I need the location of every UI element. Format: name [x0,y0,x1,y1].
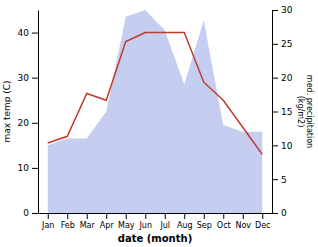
tick: 0 [23,208,38,218]
tick: Dec [255,213,270,230]
tick-label: Oct [217,221,231,230]
tick: Feb [61,213,75,230]
line [48,33,263,155]
y2-axis: 0 5 10 15 20 25 30 [272,5,293,218]
axis-line [38,11,39,214]
tick: May [118,213,135,230]
tick-mark [87,213,88,219]
tick-label: 20 [18,118,30,128]
marks [48,10,263,213]
tick-label: Jan [41,221,54,230]
tick-mark [32,33,38,34]
tick-label: Dec [255,221,270,230]
tick-mark [272,44,278,45]
tick: 25 [272,39,292,49]
tick-mark [32,123,38,124]
tick-mark [126,213,127,219]
tick: Jun [139,213,153,230]
tick: 10 [272,141,293,151]
tick-label: 25 [281,39,292,49]
area [48,10,263,213]
y-axis: 0 10 20 30 40 [18,11,39,219]
tick: Sep [197,213,212,230]
tick-mark [272,10,278,11]
tick-label: 5 [281,175,287,185]
tick-label: Mar [80,221,96,230]
x-axis-title: date (month) [118,233,192,244]
y2-axis-title: med. precipitation(kg/m2) [296,75,314,148]
tick: 20 [272,73,293,83]
tick-label: 15 [281,107,292,117]
tick: 10 [18,163,38,173]
tick-mark [67,213,68,219]
tick-mark [204,213,205,219]
x-axis: Jan Feb Mar AprMay Jun Jul Aug Sep Oct Nov Dec [39,213,273,230]
tick: Nov [235,213,251,230]
tick: 20 [18,118,38,128]
chart: Jan Feb Mar AprMay Jun Jul Aug Sep Oct Nov Dec 0 10 2… [0,0,318,247]
tick-label: Jul [159,221,170,230]
tick-label: Sep [197,221,212,230]
tick-mark [223,213,224,219]
tick-label: Apr [100,221,115,230]
tick: Jul [159,213,170,230]
tick-mark [48,213,49,219]
tick-label: Nov [235,221,251,230]
tick-mark [272,145,278,146]
tick-label: Feb [61,221,75,230]
tick: Jan [41,213,54,230]
tick-label: 40 [18,28,30,38]
tick-label: 10 [18,163,30,173]
tick-label: 10 [281,141,293,151]
tick: 5 [272,175,287,185]
tick: 15 [272,107,292,117]
tick-mark [272,213,278,214]
tick-mark [184,213,185,219]
tick: Apr [100,213,115,230]
tick-label: Jun [139,221,153,230]
tick: Aug [177,213,193,230]
tick: 0 [272,208,287,218]
y-axis-title: max temp (C) [2,80,12,142]
tick-mark [272,112,278,113]
tick-mark [272,179,278,180]
tick-mark [32,168,38,169]
tick-mark [32,78,38,79]
tick-label: 20 [281,73,293,83]
tick: 30 [272,5,293,15]
tick: 30 [18,73,38,83]
tick-mark [272,78,278,79]
tick-label: 30 [281,5,293,15]
tick: 40 [18,28,38,38]
tick-mark [32,213,38,214]
tick-mark [262,213,263,219]
plot: Jan Feb Mar AprMay Jun Jul Aug Sep Oct Nov Dec 0 10 2… [18,5,293,229]
tick-label: 0 [23,208,29,218]
axis-line [39,213,273,214]
tick: Mar [80,213,96,230]
tick-mark [165,213,166,219]
tick-mark [243,213,244,219]
tick-label: 30 [18,73,30,83]
tick-mark [145,213,146,219]
tick: Oct [217,213,231,230]
tick-label: 0 [281,208,287,218]
tick-label: Aug [177,221,193,230]
tick-mark [106,213,107,219]
tick-label: May [118,221,135,230]
